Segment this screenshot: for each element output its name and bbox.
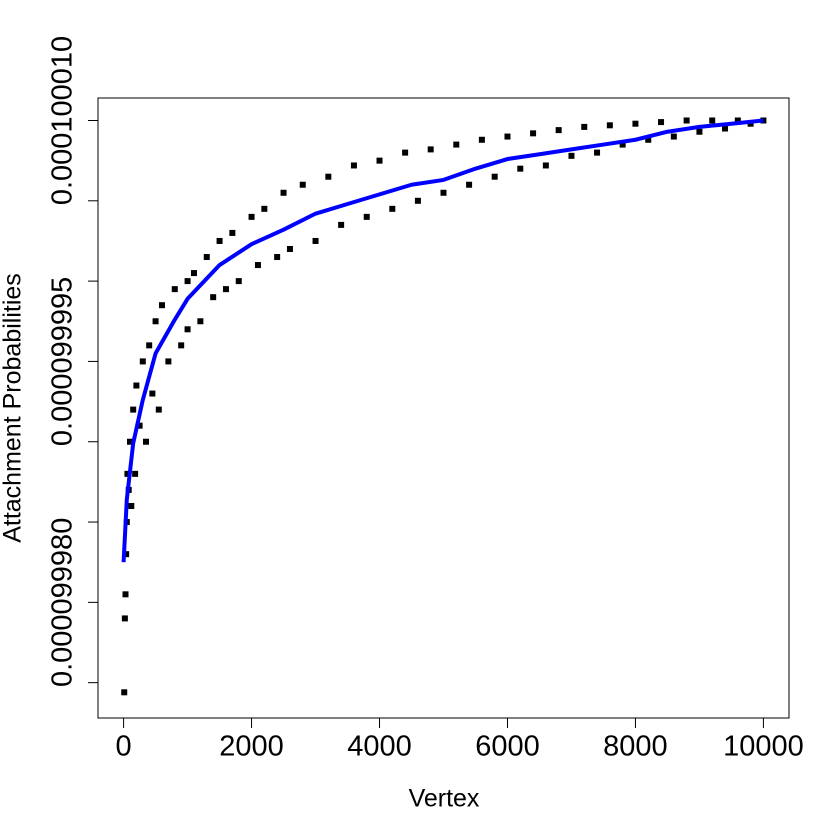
point [338, 221, 345, 228]
point [542, 162, 549, 169]
point [133, 382, 140, 389]
point [670, 133, 677, 140]
point [171, 286, 178, 293]
point [658, 119, 665, 126]
point [594, 149, 601, 156]
point [128, 502, 135, 509]
point [632, 120, 639, 127]
point [709, 117, 716, 124]
point [555, 127, 562, 134]
point [184, 326, 191, 333]
point [376, 157, 383, 164]
point [152, 318, 159, 325]
point [299, 181, 306, 188]
y-tick-label: 0.000099995 [47, 277, 79, 446]
point [229, 229, 236, 236]
point [222, 286, 229, 293]
point [325, 173, 332, 180]
point [235, 278, 242, 285]
y-tick-label: 0.000099980 [47, 518, 79, 687]
point [280, 189, 287, 196]
point [139, 358, 146, 365]
point [130, 406, 137, 413]
point [190, 270, 197, 277]
point [158, 302, 165, 309]
point [121, 689, 128, 696]
point [126, 438, 133, 445]
point [427, 146, 434, 153]
x-tick-label: 10000 [723, 731, 804, 763]
point [504, 133, 511, 140]
point [261, 205, 268, 212]
point [517, 165, 524, 172]
point [210, 294, 217, 301]
point [530, 130, 537, 137]
x-tick-label: 6000 [475, 731, 540, 763]
point [568, 152, 575, 159]
point [254, 262, 261, 269]
point [248, 213, 255, 220]
point [149, 390, 156, 397]
point [619, 141, 626, 148]
point [184, 278, 191, 285]
point [124, 470, 131, 477]
point [312, 237, 319, 244]
point [389, 205, 396, 212]
point [414, 197, 421, 204]
point [683, 117, 690, 124]
point [734, 117, 741, 124]
point [132, 470, 139, 477]
point [478, 136, 485, 143]
x-tick-label: 8000 [603, 731, 668, 763]
y-tick-label: 0.000100010 [47, 36, 79, 205]
x-axis-title: Vertex [409, 785, 480, 813]
point [581, 123, 588, 130]
x-tick-label: 2000 [219, 731, 284, 763]
point [286, 245, 293, 252]
point [203, 254, 210, 261]
x-tick-label: 0 [116, 731, 132, 763]
point [491, 173, 498, 180]
point [197, 318, 204, 325]
point [155, 406, 162, 413]
y-axis-title: Attachment Probabilities [0, 273, 27, 543]
x-tick-label: 4000 [347, 731, 412, 763]
point [146, 342, 153, 349]
point [178, 342, 185, 349]
point [722, 125, 729, 132]
point [350, 162, 357, 169]
point [123, 551, 130, 558]
point [165, 358, 172, 365]
point [274, 254, 281, 261]
point [363, 213, 370, 220]
point [466, 181, 473, 188]
point [606, 122, 613, 129]
point [696, 128, 703, 135]
point [216, 237, 223, 244]
point [121, 615, 128, 622]
point [136, 422, 143, 429]
point [142, 438, 149, 445]
point [645, 136, 652, 143]
point [122, 591, 129, 598]
point [402, 149, 409, 156]
trend-line [121, 118, 764, 563]
point [453, 141, 460, 148]
point [440, 189, 447, 196]
